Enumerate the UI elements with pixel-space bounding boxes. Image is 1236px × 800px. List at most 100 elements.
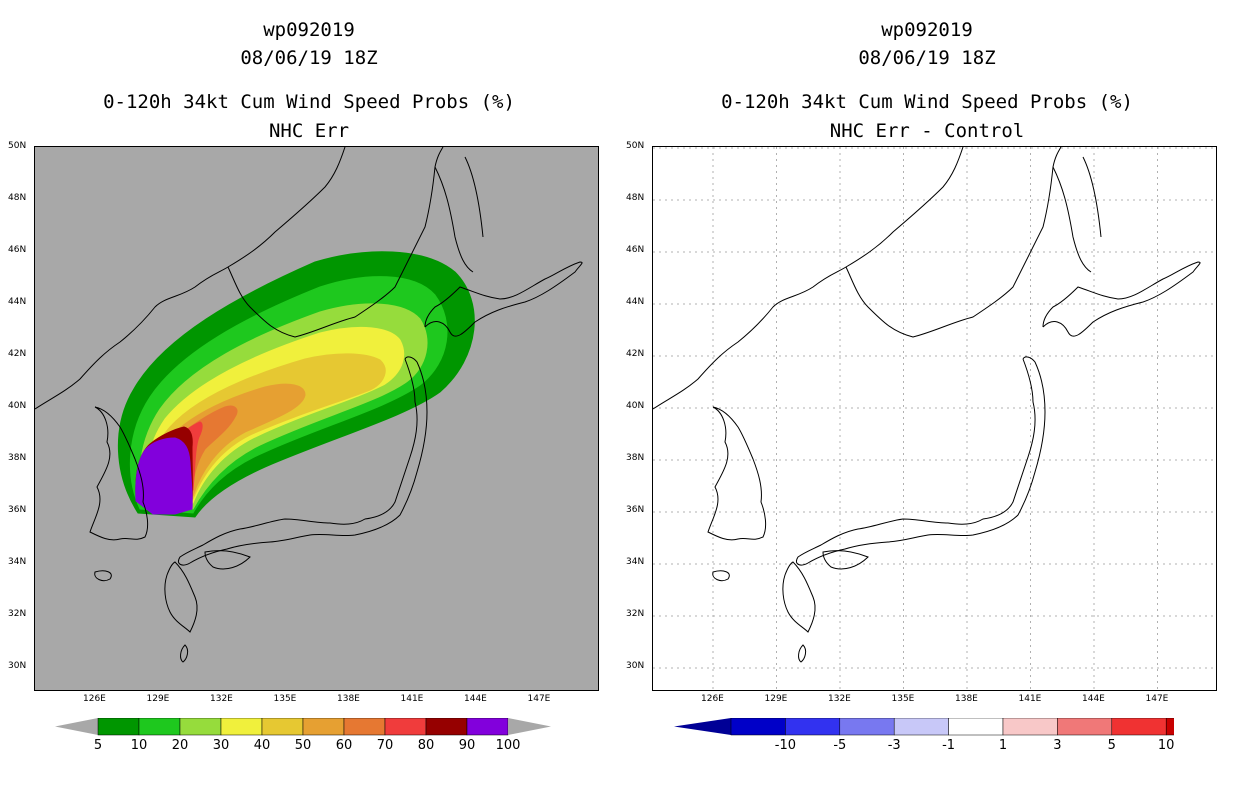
coastline-segment xyxy=(434,156,484,273)
colorbar-swatch xyxy=(785,718,841,736)
colorbar-swatch xyxy=(97,718,140,736)
coastline-segment xyxy=(1052,156,1102,273)
right-difference-map xyxy=(652,146,1217,691)
coastline-segment xyxy=(798,644,807,663)
lon-tick-label: 138E xyxy=(955,694,978,704)
colorbar-swatch xyxy=(261,718,304,736)
coastline-segment xyxy=(89,406,149,541)
right-colorbar xyxy=(674,718,1174,736)
colorbar-low-triangle xyxy=(55,718,98,735)
lon-tick-label: 129E xyxy=(764,694,788,704)
lon-tick-label: 135E xyxy=(891,694,915,704)
colorbar-label: -5 xyxy=(833,738,847,753)
lon-tick-label: 129E xyxy=(146,694,170,704)
coastline-segment xyxy=(1042,261,1201,337)
colorbar-label: 5 xyxy=(1107,738,1116,753)
left-probability-map xyxy=(34,146,599,691)
lat-tick-label: 34N xyxy=(626,557,645,567)
colorbar-label: 60 xyxy=(335,738,353,753)
right-map-background xyxy=(653,147,1216,690)
lon-tick-label: 141E xyxy=(400,694,424,704)
lat-tick-label: 50N xyxy=(626,141,645,151)
colorbar-label: 70 xyxy=(376,738,394,753)
lon-tick-label: 126E xyxy=(701,694,724,704)
lon-tick-label: 144E xyxy=(464,694,487,704)
colorbar-swatch xyxy=(1002,718,1058,736)
lat-tick-label: 44N xyxy=(8,297,27,307)
right-coastlines xyxy=(653,147,1201,663)
probability-contours xyxy=(118,251,475,518)
lon-tick-label: 126E xyxy=(83,694,106,704)
colorbar-label: 1 xyxy=(998,738,1008,753)
colorbar-label: -3 xyxy=(887,738,901,753)
left-product-title: 0-120h 34kt Cum Wind Speed Probs (%) xyxy=(103,91,515,113)
left-subtitle: NHC Err xyxy=(268,120,350,142)
colorbar-swatch xyxy=(948,718,1004,736)
coastline-segment xyxy=(204,550,251,570)
colorbar-swatch xyxy=(179,718,222,736)
lon-tick-label: 132E xyxy=(828,694,851,704)
colorbar-swatch xyxy=(302,718,345,736)
colorbar-swatch xyxy=(425,718,468,736)
colorbar-swatch xyxy=(839,718,895,736)
coastline-segment xyxy=(35,147,346,410)
coastline-segment xyxy=(782,561,816,633)
lat-tick-label: 32N xyxy=(626,609,645,619)
colorbar-label: 100 xyxy=(495,738,521,753)
colorbar-label: 10 xyxy=(130,738,148,753)
colorbar-swatch xyxy=(343,718,386,736)
lat-tick-label: 48N xyxy=(8,193,27,203)
coastline-segment xyxy=(845,147,1062,338)
colorbar-label: 10 xyxy=(1157,738,1175,753)
lat-tick-label: 50N xyxy=(8,141,27,151)
right-storm-id: wp092019 xyxy=(881,19,973,41)
coastline-segment xyxy=(822,550,869,570)
colorbar-label: 5 xyxy=(93,738,103,753)
colorbar-swatch xyxy=(730,718,786,736)
colorbar-label: 90 xyxy=(458,738,476,753)
colorbar-label: -1 xyxy=(942,738,956,753)
coastline-segment xyxy=(180,644,189,663)
lat-tick-label: 30N xyxy=(626,661,645,671)
lat-tick-label: 46N xyxy=(8,245,27,255)
right-subtitle: NHC Err - Control xyxy=(829,120,1025,142)
colorbar-swatch xyxy=(1165,718,1174,736)
colorbar-label: 80 xyxy=(417,738,435,753)
lat-tick-label: 40N xyxy=(8,401,27,411)
lat-tick-label: 42N xyxy=(8,349,27,359)
lat-tick-label: 34N xyxy=(8,557,27,567)
lat-tick-label: 44N xyxy=(626,297,645,307)
colorbar-label: 30 xyxy=(212,738,230,753)
coastline-segment xyxy=(227,147,444,338)
lat-tick-label: 42N xyxy=(626,349,645,359)
colorbar-swatch xyxy=(893,718,949,736)
colorbar-high-triangle xyxy=(508,718,551,735)
colorbar-label: 50 xyxy=(294,738,312,753)
lat-tick-label: 38N xyxy=(8,453,27,463)
lon-tick-label: 144E xyxy=(1082,694,1105,704)
coastline-segment xyxy=(164,561,198,633)
lat-tick-label: 46N xyxy=(626,245,645,255)
colorbar-swatch xyxy=(1057,718,1113,736)
coastline-segment xyxy=(707,406,767,541)
lat-tick-label: 36N xyxy=(8,505,27,515)
coastline-segment xyxy=(94,570,112,582)
coastline-segment xyxy=(653,147,964,410)
lon-tick-label: 138E xyxy=(337,694,360,704)
coastline-segment xyxy=(795,356,1046,566)
left-storm-id: wp092019 xyxy=(263,19,355,41)
colorbar-low-triangle xyxy=(674,718,731,735)
lat-tick-label: 36N xyxy=(626,505,645,515)
coastline-segment xyxy=(177,356,428,566)
lat-tick-label: 48N xyxy=(626,193,645,203)
right-gridlines xyxy=(653,147,1216,690)
lat-tick-label: 30N xyxy=(8,661,27,671)
lat-tick-label: 40N xyxy=(626,401,645,411)
lat-tick-label: 38N xyxy=(626,453,645,463)
prob-contour-90 xyxy=(135,437,193,515)
lon-tick-label: 141E xyxy=(1018,694,1042,704)
lon-tick-label: 147E xyxy=(1145,694,1169,704)
lon-tick-label: 135E xyxy=(273,694,297,704)
colorbar-swatch xyxy=(384,718,427,736)
colorbar-label: -10 xyxy=(774,738,797,753)
